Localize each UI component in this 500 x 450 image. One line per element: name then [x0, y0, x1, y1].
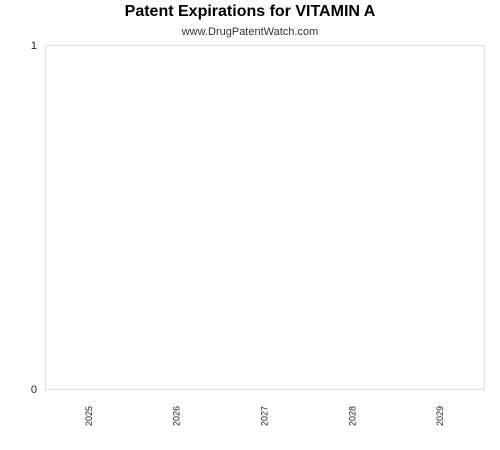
x-axis: 2025 2026 2027 2028 2029 [84, 406, 445, 426]
x-tick-label: 2029 [435, 406, 445, 426]
y-axis: 01 [31, 40, 37, 396]
chart-title: Patent Expirations for VITAMIN A [124, 3, 376, 20]
y-tick-label: 1 [31, 40, 37, 52]
x-tick-label: 2027 [260, 406, 270, 426]
x-tick-label: 2028 [347, 406, 357, 426]
x-tick-label: 2025 [84, 406, 94, 426]
x-tick-label: 2026 [172, 406, 182, 426]
plot-area [45, 45, 485, 390]
chart-subtitle: www.DrugPatentWatch.com [181, 26, 319, 38]
y-tick-label: 0 [31, 384, 37, 396]
